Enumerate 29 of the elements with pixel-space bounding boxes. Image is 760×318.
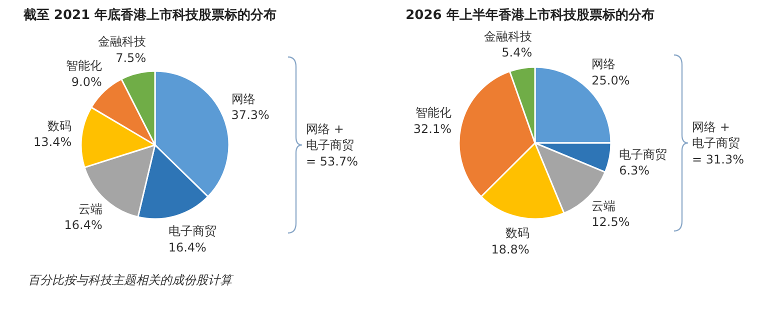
slice-label: 金融科技	[484, 29, 532, 44]
slice-label: 网络	[592, 57, 616, 72]
data-label: 18.8%	[491, 242, 530, 256]
slice-label: 金融科技	[98, 34, 146, 49]
chart-title: 2026 年上半年香港上市科技股票标的分布	[406, 7, 654, 23]
slice-label: 数码	[48, 118, 72, 133]
text: 网络 + 电子商贸 = 31.3%	[692, 120, 744, 166]
data-label: 16.4%	[168, 240, 206, 254]
slice-label: 云端	[78, 202, 102, 216]
data-label: 25.0%	[592, 73, 630, 88]
slice-label: 智能化	[416, 106, 452, 120]
data-label: 5.4%	[502, 46, 532, 60]
slice-label: 云端	[592, 198, 616, 213]
data-label: 32.1%	[413, 122, 452, 136]
slice-label: 数码	[505, 226, 530, 240]
data-label: 37.3%	[231, 108, 270, 122]
data-label: 9.0%	[71, 74, 102, 89]
data-label: 12.5%	[592, 214, 630, 229]
data-label: 16.4%	[64, 218, 102, 232]
data-label: 6.3%	[619, 164, 650, 178]
text: 百分比按与科技主题相关的成份股计算	[28, 273, 234, 287]
data-label: 7.5%	[116, 50, 146, 65]
slice-label: 电子商贸	[168, 224, 216, 238]
text: 网络 + 电子商贸 = 53.7%	[306, 122, 358, 168]
slice-label: 智能化	[66, 58, 102, 73]
slice-label: 网络	[231, 92, 256, 106]
data-label: 13.4%	[34, 135, 72, 150]
chart-title: 截至 2021 年底香港上市科技股票标的分布	[22, 7, 277, 23]
slice-label: 电子商贸	[619, 147, 668, 162]
